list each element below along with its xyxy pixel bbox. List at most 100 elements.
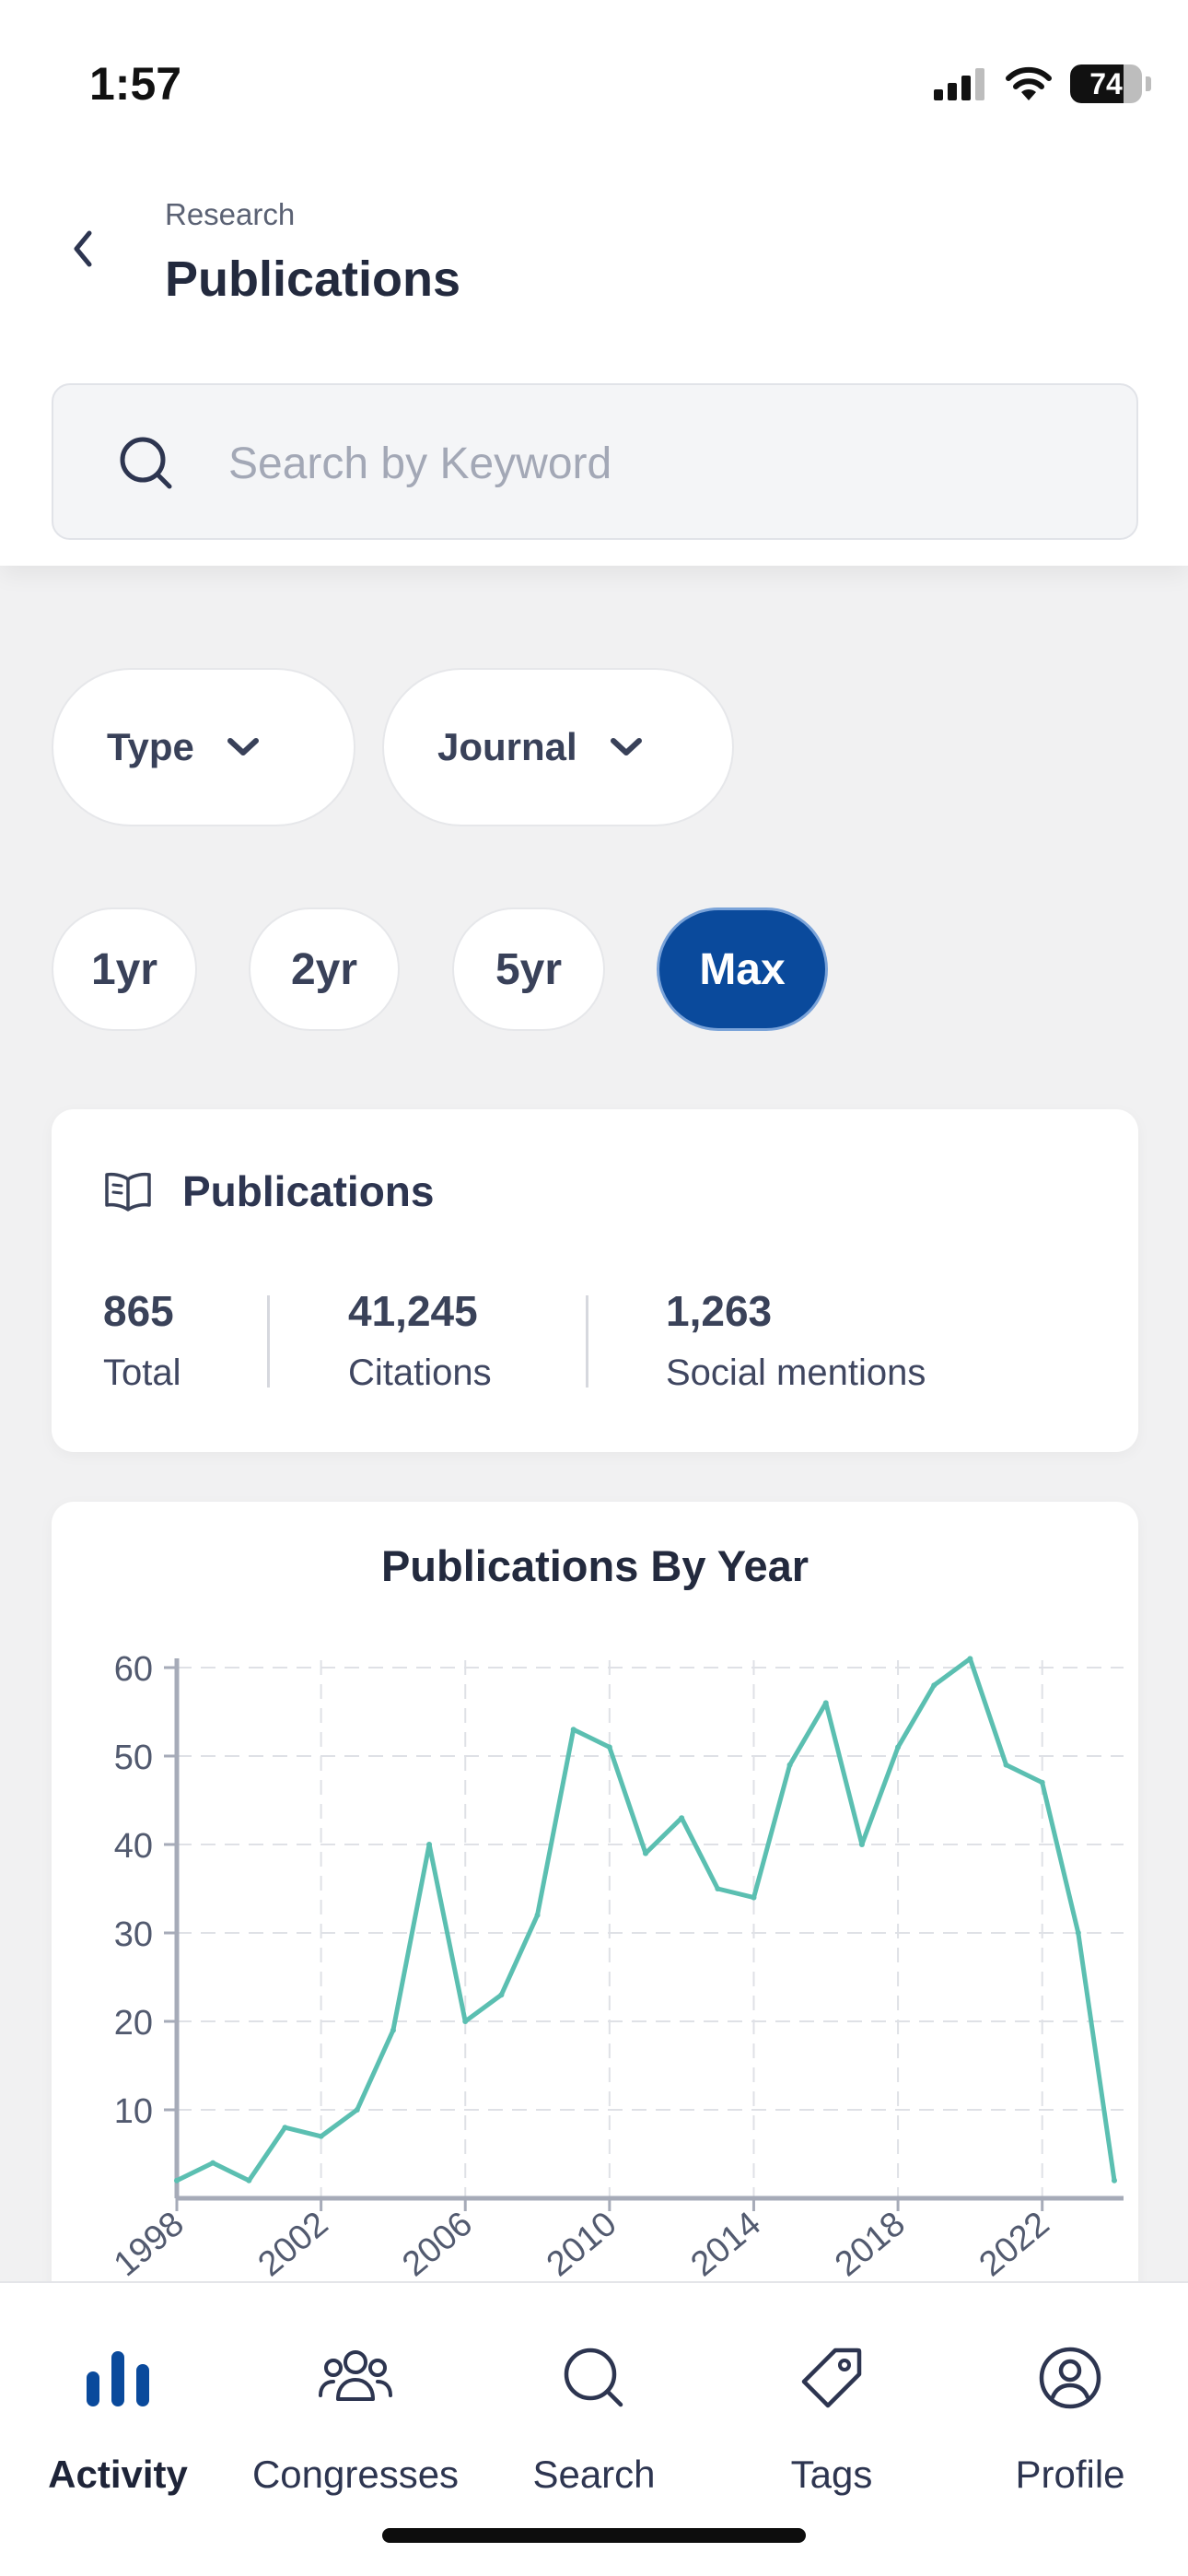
y-tick-label: 40 [114, 1827, 153, 1866]
x-tick-label: 1998 [107, 2205, 192, 2285]
y-tick-label: 10 [114, 2092, 153, 2131]
status-time: 1:57 [89, 58, 182, 110]
stat-social-mentions-label: Social mentions [666, 1352, 926, 1393]
chevron-down-icon [610, 738, 642, 755]
stat-citations-value: 41,245 [348, 1287, 478, 1335]
data-point [498, 1992, 505, 1998]
profile-icon [1029, 2336, 1112, 2419]
publications-summary-card: Publications 865 Total 41,245 Citations … [52, 1109, 1138, 1452]
wifi-icon [1006, 66, 1052, 100]
nav-profile-label: Profile [1015, 2453, 1125, 2496]
summary-card-title: Publications [182, 1167, 435, 1215]
stat-social-mentions: 1,263 Social mentions [666, 1286, 926, 1394]
data-point [246, 2177, 252, 2184]
chevron-down-icon [227, 738, 259, 755]
nav-tags[interactable]: Tags [721, 2336, 942, 2497]
people-group-icon [314, 2336, 397, 2419]
data-point [931, 1682, 938, 1689]
stat-total-label: Total [103, 1352, 181, 1393]
data-point [534, 1912, 541, 1918]
stat-total: 865 Total [103, 1286, 181, 1394]
stat-citations-label: Citations [348, 1352, 492, 1393]
nav-activity[interactable]: Activity [7, 2336, 228, 2497]
x-tick-label: 2002 [251, 2205, 336, 2285]
search-box[interactable] [52, 383, 1138, 540]
data-point [1075, 1930, 1081, 1936]
y-tick-label: 20 [114, 2004, 153, 2043]
stat-social-mentions-value: 1,263 [666, 1287, 773, 1335]
status-bar: 1:57 74 [0, 0, 1188, 157]
stat-total-value: 865 [103, 1287, 174, 1335]
home-indicator [382, 2528, 806, 2543]
data-point [318, 2133, 324, 2139]
x-tick-label: 2018 [828, 2205, 913, 2285]
data-point [967, 1656, 973, 1662]
data-point [282, 2125, 288, 2131]
data-point [426, 1842, 433, 1847]
stat-divider [586, 1295, 588, 1388]
stat-divider [267, 1295, 270, 1388]
battery-icon: 74 [1070, 64, 1142, 103]
battery-level: 74 [1089, 67, 1123, 100]
cellular-signal-icon [934, 68, 984, 100]
x-tick-label: 2006 [395, 2205, 480, 2285]
battery-tip [1146, 76, 1151, 91]
search-input[interactable] [228, 422, 1057, 505]
open-book-icon [105, 1172, 151, 1212]
data-point [679, 1815, 685, 1821]
range-5yr-button[interactable]: 5yr [452, 907, 605, 1031]
data-point [895, 1744, 902, 1751]
nav-tags-label: Tags [790, 2453, 873, 2496]
summary-card-header: Publications [103, 1166, 434, 1216]
bottom-navigation: Activity Congresses Search [0, 2281, 1188, 2576]
search-icon [553, 2336, 635, 2419]
y-tick-label: 30 [114, 1915, 153, 1954]
data-point [822, 1700, 829, 1706]
nav-search-label: Search [532, 2453, 656, 2496]
type-filter-label: Type [107, 725, 194, 768]
data-point [643, 1850, 648, 1856]
chart-title: Publications By Year [380, 1541, 809, 1590]
type-filter-dropdown[interactable]: Type [52, 668, 355, 826]
nav-search[interactable]: Search [483, 2336, 705, 2497]
data-point [210, 2160, 216, 2166]
stat-citations: 41,245 Citations [348, 1286, 492, 1394]
data-point [1112, 2177, 1117, 2184]
bar-chart-icon [76, 2336, 159, 2419]
journal-filter-dropdown[interactable]: Journal [382, 668, 734, 826]
nav-profile[interactable]: Profile [960, 2336, 1181, 2497]
publications-line-chart: 10 20 30 40 50 60 1998 2002 2006 2010 2014 2018 2022 [107, 1650, 1124, 2285]
nav-activity-label: Activity [48, 2453, 188, 2496]
series-line [174, 1656, 1117, 2184]
back-button[interactable] [55, 221, 111, 276]
data-point [715, 1886, 721, 1891]
status-icons: 74 [934, 61, 1151, 107]
data-point [174, 2177, 180, 2184]
data-point [1003, 1762, 1009, 1768]
journal-filter-label: Journal [437, 725, 577, 768]
data-point [570, 1727, 577, 1733]
page-title: Publications [165, 252, 461, 307]
data-point [354, 2107, 360, 2113]
data-point [390, 2027, 396, 2033]
data-point [606, 1744, 612, 1751]
nav-congresses-label: Congresses [251, 2453, 460, 2496]
data-point [858, 1842, 865, 1847]
range-1yr-button[interactable]: 1yr [52, 907, 197, 1031]
breadcrumb[interactable]: Research [165, 197, 296, 231]
tag-icon [790, 2336, 873, 2419]
x-tick-label: 2014 [683, 2205, 768, 2285]
data-point [786, 1762, 793, 1768]
search-icon [120, 437, 172, 489]
chevron-left-icon [74, 230, 92, 267]
data-point [462, 2019, 469, 2024]
top-header-area: 1:57 74 Research Publications [0, 0, 1188, 566]
x-tick-label: 2010 [540, 2205, 624, 2285]
y-tick-label: 50 [114, 1739, 153, 1777]
data-point [751, 1894, 757, 1901]
nav-congresses[interactable]: Congresses [245, 2336, 466, 2497]
range-max-button[interactable]: Max [657, 907, 828, 1031]
range-2yr-button[interactable]: 2yr [249, 907, 400, 1031]
data-point [1039, 1779, 1045, 1786]
y-tick-label: 60 [114, 1650, 153, 1689]
